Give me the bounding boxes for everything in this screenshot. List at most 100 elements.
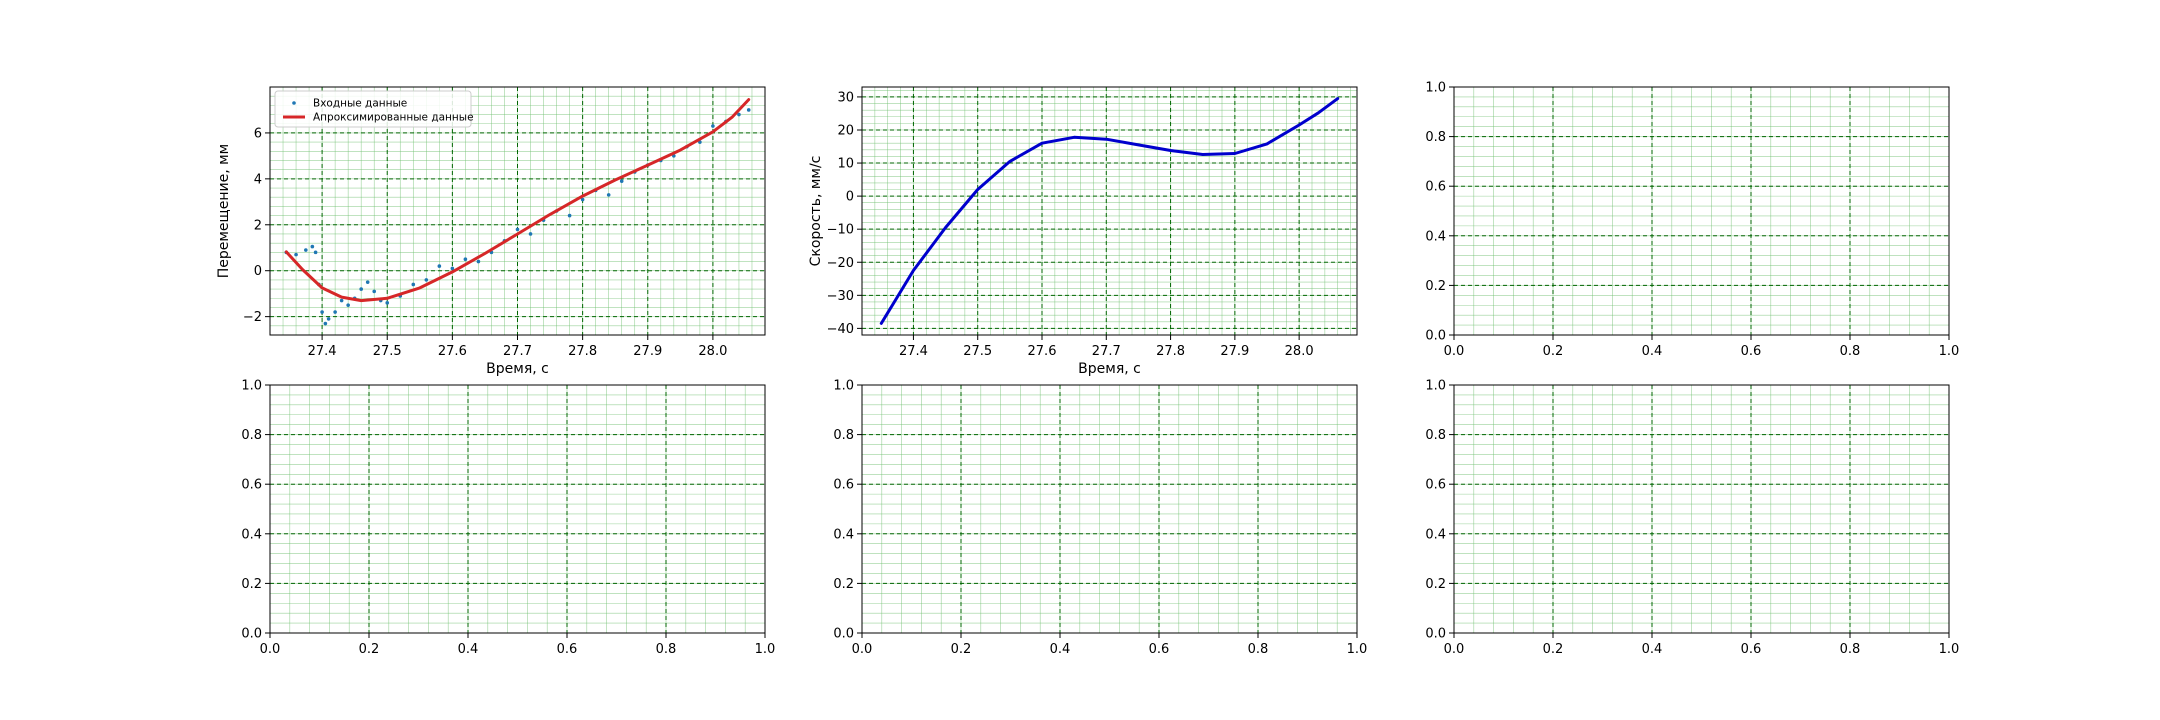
data-point — [476, 259, 481, 264]
legend-label-points: Входные данные — [313, 98, 407, 110]
data-point — [437, 264, 442, 268]
x-tick-label: 27.5 — [373, 344, 402, 359]
subplot-5: 0.0 0.2 0.4 0.6 0.8 1.0 0.0 0.2 0.4 0.6 0.8 1.0 — [833, 379, 1367, 658]
data-point — [411, 282, 416, 287]
x-tick-label: 0.8 — [656, 642, 677, 657]
plot-area — [284, 98, 751, 326]
y-tick-label: −40 — [827, 322, 854, 337]
y-tick-label: 0.8 — [1425, 428, 1446, 443]
data-point — [463, 257, 468, 262]
x-tick-label: 27.9 — [1220, 344, 1249, 359]
axes-frame — [861, 86, 1358, 336]
data-point — [515, 227, 520, 232]
series-velocity-line — [879, 97, 1340, 325]
x-tick-label: 27.5 — [963, 344, 992, 359]
data-point — [619, 179, 624, 183]
data-point — [294, 252, 298, 257]
x-tick-label: 0.0 — [1444, 642, 1465, 657]
y-tick-label: 6 — [254, 126, 262, 141]
y-tick-label: 0 — [254, 264, 262, 279]
data-point — [359, 287, 363, 291]
data-point — [424, 278, 429, 282]
y-axis-label: Перемещение, мм — [216, 144, 232, 279]
data-point — [737, 112, 741, 117]
y-tick-label: 30 — [837, 90, 854, 105]
x-tick-label: 27.6 — [1028, 344, 1057, 359]
data-point — [339, 298, 344, 303]
y-tick-label: 1.0 — [241, 379, 262, 394]
x-tick-label: 0.2 — [359, 642, 380, 657]
x-tick-label: 0.2 — [951, 642, 972, 657]
axes-frame — [1453, 86, 1950, 336]
grid — [1454, 385, 1949, 633]
x-axis-label: Время, с — [1078, 361, 1141, 377]
data-point — [746, 108, 751, 112]
x-tick-label: 0.8 — [1840, 344, 1861, 359]
x-tick-label: 1.0 — [1347, 642, 1368, 657]
grid — [270, 385, 765, 633]
y-tick-label: 0.8 — [833, 428, 854, 443]
y-tick-label: 1.0 — [1425, 379, 1446, 394]
y-tick-label: −30 — [827, 289, 854, 304]
x-tick-label: 0.4 — [458, 642, 479, 657]
subplot-4: 0.0 0.2 0.4 0.6 0.8 1.0 0.0 0.2 0.4 0.6 0.8 1.0 — [241, 379, 775, 658]
data-point — [313, 250, 318, 255]
x-tick-label: 0.0 — [1444, 344, 1465, 359]
x-tick-label: 0.6 — [1741, 642, 1762, 657]
y-tick-label: 0.2 — [833, 577, 854, 592]
legend: Входные данные Апроксимированные данные — [274, 90, 474, 128]
plot-area — [879, 97, 1340, 325]
y-tick-label: 2 — [254, 218, 262, 233]
subplot-1: 27.4 27.5 27.6 27.7 27.8 27.9 28.0 −2 0 2 4 6 Время,… — [216, 86, 766, 377]
y-tick-label: 0.6 — [1425, 180, 1446, 195]
data-point — [606, 193, 611, 197]
x-tick-label: 27.8 — [1156, 344, 1185, 359]
data-point — [580, 197, 585, 202]
grid — [1454, 87, 1949, 335]
data-point — [365, 280, 370, 284]
x-tick-label: 0.2 — [1543, 642, 1564, 657]
x-tick-label: 27.7 — [1092, 344, 1121, 359]
x-tick-label: 0.0 — [852, 642, 873, 657]
grid — [270, 87, 765, 335]
grid — [862, 87, 1357, 335]
y-tick-label: 0.6 — [241, 478, 262, 493]
y-tick-label: 0.2 — [241, 577, 262, 592]
x-tick-label: 0.4 — [1642, 642, 1663, 657]
data-point — [567, 213, 572, 218]
y-tick-label: −20 — [827, 256, 854, 271]
legend-label-fit: Апроксимированные данные — [313, 112, 474, 124]
y-tick-label: 0.0 — [241, 627, 262, 642]
y-tick-label: 0.4 — [833, 527, 854, 542]
y-tick-label: 0 — [846, 190, 854, 205]
x-tick-label: 0.0 — [260, 642, 281, 657]
x-tick-label: 1.0 — [1939, 344, 1960, 359]
axes-frame — [269, 384, 766, 634]
y-tick-label: 1.0 — [1425, 81, 1446, 96]
grid — [862, 385, 1357, 633]
y-tick-label: 0.2 — [1425, 577, 1446, 592]
y-axis-label: Скорость, мм/с — [808, 156, 824, 267]
data-point — [528, 232, 533, 236]
subplot-2: 27.4 27.5 27.6 27.7 27.8 27.9 28.0 −40 −30 −20 −10… — [808, 86, 1358, 377]
y-tick-label: 0.4 — [241, 527, 262, 542]
x-tick-label: 0.6 — [557, 642, 578, 657]
data-point — [450, 266, 455, 271]
x-tick-label: 27.4 — [308, 344, 337, 359]
y-tick-label: 0.6 — [1425, 478, 1446, 493]
x-tick-label: 0.8 — [1840, 642, 1861, 657]
x-tick-label: 27.9 — [633, 344, 662, 359]
y-tick-label: 0.4 — [1425, 527, 1446, 542]
legend-box — [274, 90, 472, 128]
y-tick-label: 10 — [837, 157, 854, 172]
data-point — [320, 310, 324, 314]
legend-marker-points — [292, 101, 296, 105]
data-point — [711, 124, 715, 128]
data-point — [385, 301, 390, 305]
x-tick-label: 0.2 — [1543, 344, 1564, 359]
y-tick-label: 1.0 — [833, 379, 854, 394]
x-tick-label: 0.4 — [1642, 344, 1663, 359]
data-point — [346, 303, 350, 307]
x-tick-label: 0.6 — [1741, 344, 1762, 359]
x-tick-label: 0.4 — [1050, 642, 1071, 657]
